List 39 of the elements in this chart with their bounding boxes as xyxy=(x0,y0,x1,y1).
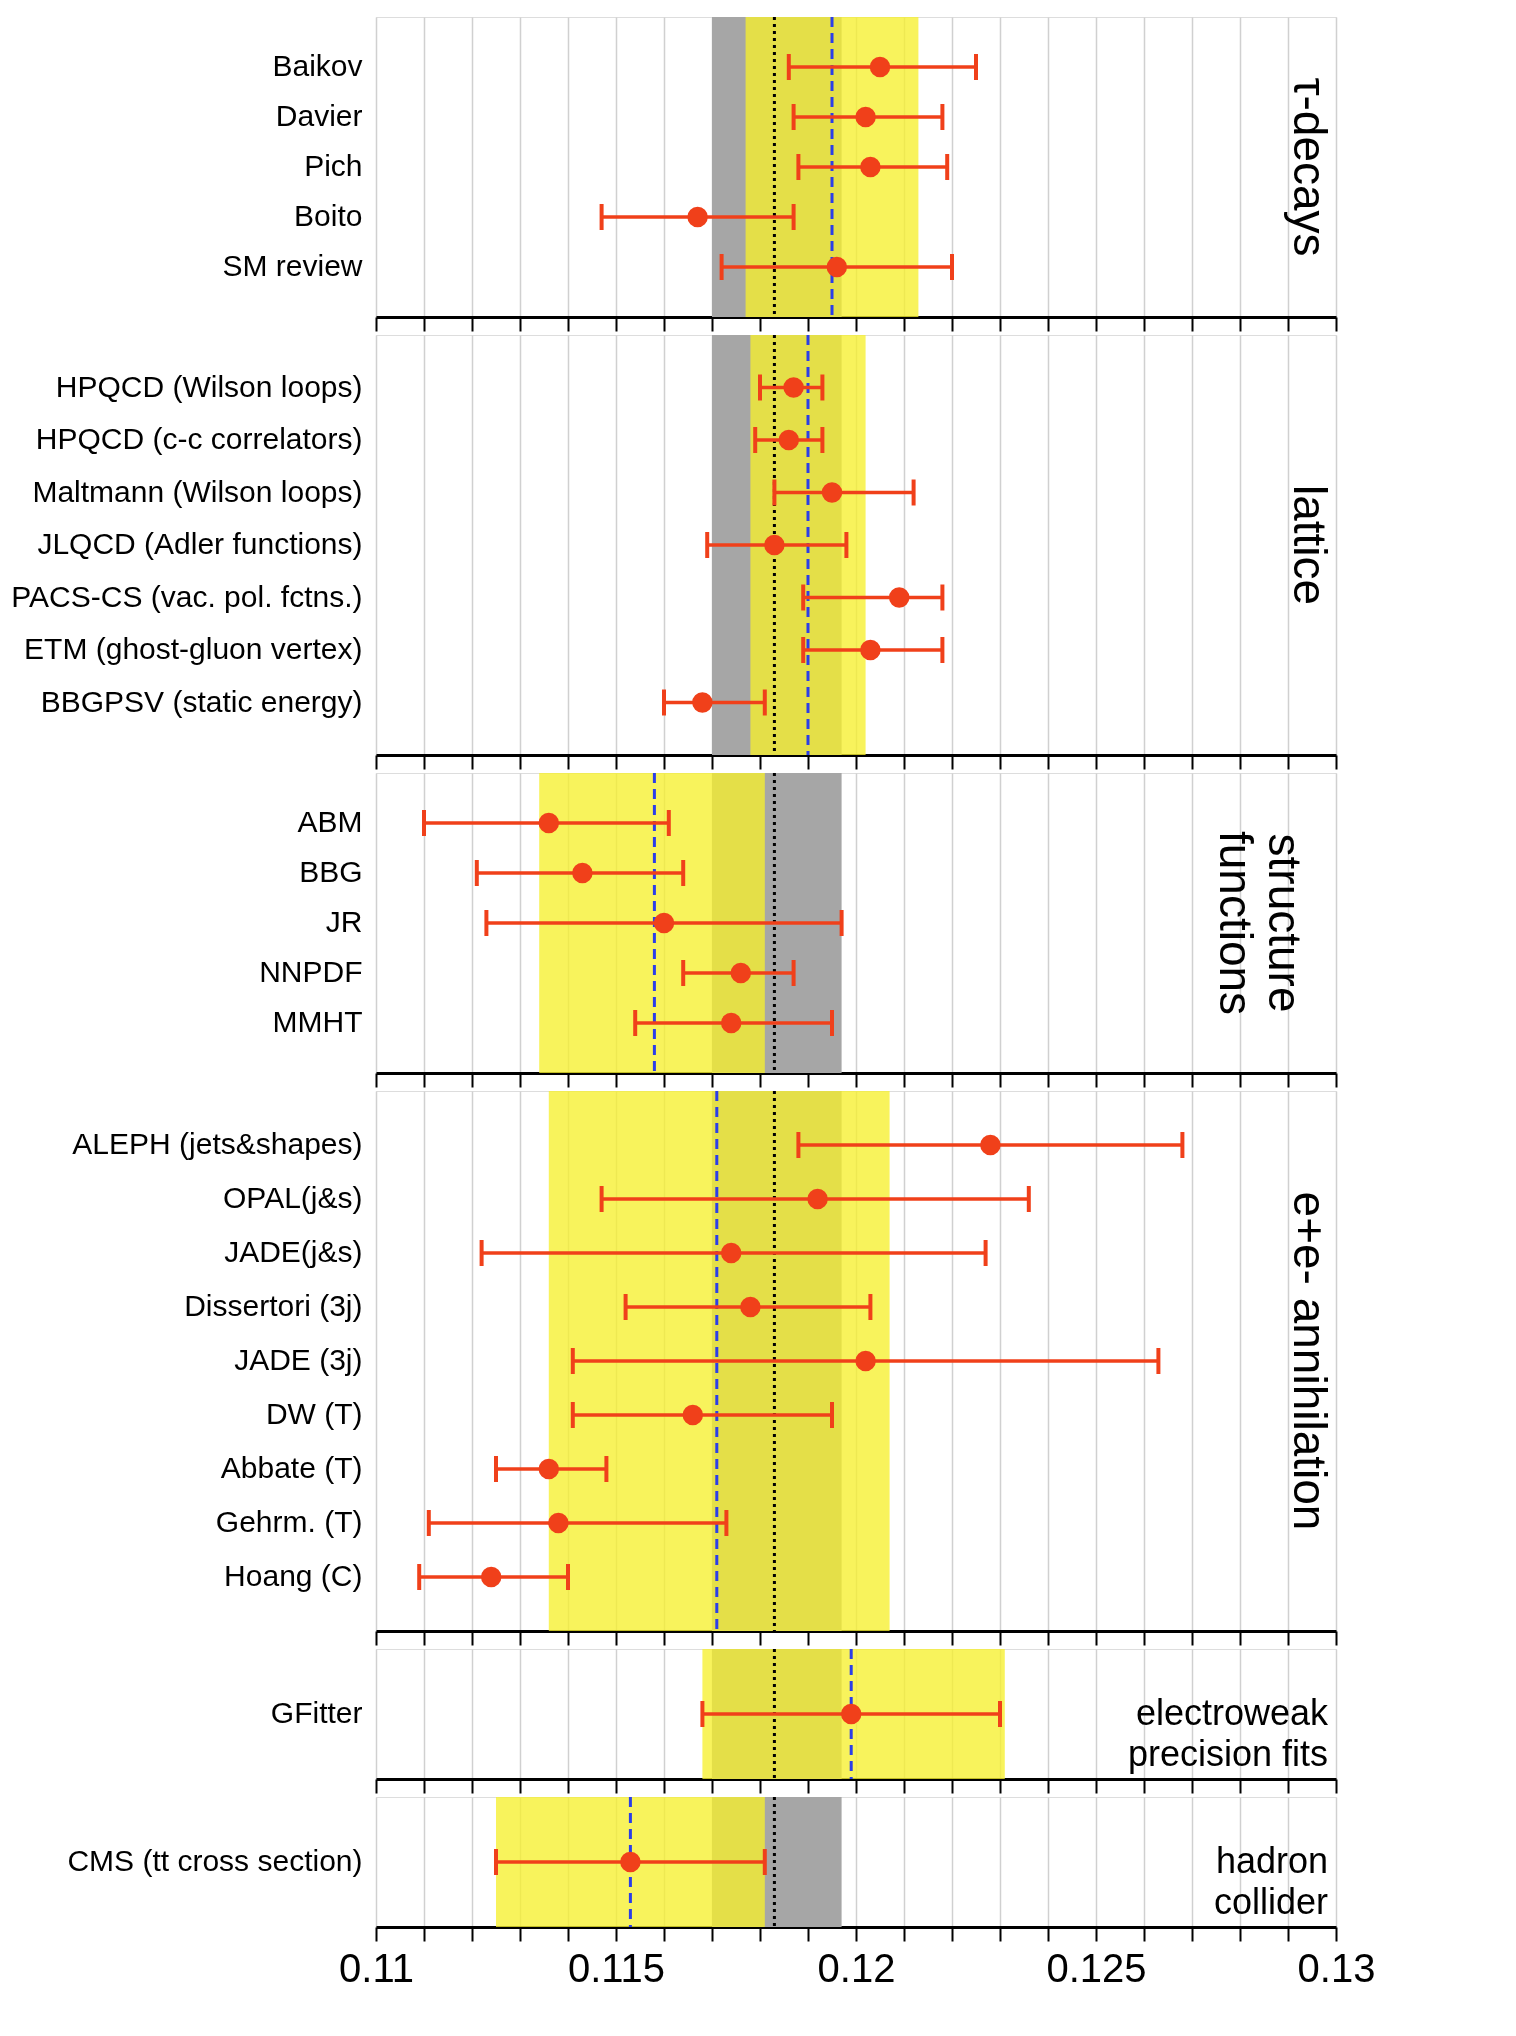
y-tick-label: DW (T) xyxy=(265,1397,363,1430)
y-tick-label: JADE(j&s) xyxy=(224,1235,363,1268)
y-tick-label: OPAL(j&s) xyxy=(223,1181,363,1214)
y-tick-label: BBGPSV (static energy) xyxy=(40,684,363,718)
y-tick-label: NNPDF xyxy=(259,955,363,988)
y-tick-label: BBG xyxy=(299,855,363,888)
y-tick-label: ETM (ghost-gluon vertex) xyxy=(24,632,363,665)
text: lattice xyxy=(1284,484,1336,606)
y-tick-label: Davier xyxy=(275,99,363,132)
x-tick-label: 0.11 xyxy=(339,1945,414,1990)
x-tick-label: 0.12 xyxy=(817,1945,896,1990)
text: electroweak precision fits xyxy=(1127,1692,1329,1775)
x-tick-label: 0.115 xyxy=(567,1945,666,1990)
y-tick-label: ALEPH (jets&shapes) xyxy=(72,1127,363,1160)
text: τ-decays xyxy=(1284,77,1336,257)
y-tick-label: MMHT xyxy=(272,1005,363,1038)
x-tick-label: 0.13 xyxy=(1297,1945,1376,1990)
y-tick-label: HPQCD (c-c correlators) xyxy=(35,422,363,455)
text: structure functions xyxy=(1210,830,1311,1016)
y-tick-label: PACS-CS (vac. pol. fctns.) xyxy=(11,579,363,613)
text: hadron collider xyxy=(1213,1840,1329,1923)
y-tick-label: SM review xyxy=(222,249,363,282)
y-tick-label: Dissertori (3j) xyxy=(184,1289,363,1322)
y-tick-label: Boito xyxy=(294,199,363,232)
y-tick-label: Maltmann (Wilson loops) xyxy=(32,474,363,508)
y-tick-label: GFitter xyxy=(270,1696,363,1729)
y-tick-label: Pich xyxy=(304,149,363,182)
y-tick-label: Hoang (C) xyxy=(224,1559,363,1592)
y-tick-label: Gehrm. (T) xyxy=(215,1505,363,1538)
y-tick-label: HPQCD (Wilson loops) xyxy=(55,369,363,403)
y-tick-label: ABM xyxy=(297,805,363,838)
y-tick-label: Baikov xyxy=(272,49,363,82)
y-tick-label: JLQCD (Adler functions) xyxy=(37,527,363,560)
y-tick-label: JR xyxy=(325,905,363,938)
y-tick-label: JADE (3j) xyxy=(234,1343,363,1376)
y-tick-label: Abbate (T) xyxy=(220,1451,363,1484)
y-tick-label: CMS (tt cross section) xyxy=(67,1844,363,1877)
x-tick-label: 0.125 xyxy=(1046,1945,1147,1990)
text: e+e- annihilation xyxy=(1284,1191,1336,1531)
